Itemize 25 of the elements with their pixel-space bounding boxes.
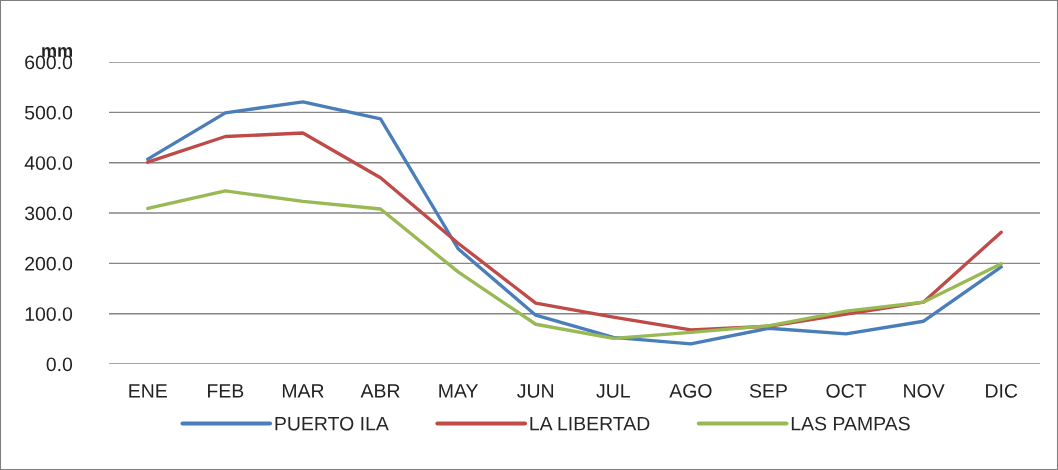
y-tick-label: 300.0 xyxy=(24,206,73,221)
x-tick-label: OCT xyxy=(826,383,867,398)
y-tick-label: 0.0 xyxy=(46,357,73,372)
y-tick-label: 100.0 xyxy=(25,307,73,321)
legend-label: LA LIBERTAD xyxy=(530,416,650,431)
legend-label: LAS PAMPAS xyxy=(791,416,910,431)
x-tick-label: JUL xyxy=(596,384,630,398)
y-tick-label: 400.0 xyxy=(24,156,73,170)
y-tick-label: 500.0 xyxy=(24,105,73,120)
line-series xyxy=(146,100,1003,346)
line-series xyxy=(146,189,1003,341)
x-tick-label: JUN xyxy=(517,384,554,398)
y-tick-label: 200.0 xyxy=(25,256,73,271)
legend-label: PUERTO ILA xyxy=(275,416,389,431)
x-tick-label: MAY xyxy=(439,384,479,398)
y-tick-label: 600.0 xyxy=(25,55,73,70)
x-tick-label: MAR xyxy=(282,384,324,398)
x-tick-label: SEP xyxy=(749,383,787,398)
x-tick-label: AGO xyxy=(669,383,712,398)
x-tick-label: ENE xyxy=(129,384,167,398)
x-tick-label: FEB xyxy=(208,384,244,398)
y-axis-title: mm xyxy=(42,47,72,57)
x-tick-label: DIC xyxy=(986,383,1018,398)
x-tick-label: NOV xyxy=(904,383,945,398)
x-tick-label: ABR xyxy=(360,384,400,398)
